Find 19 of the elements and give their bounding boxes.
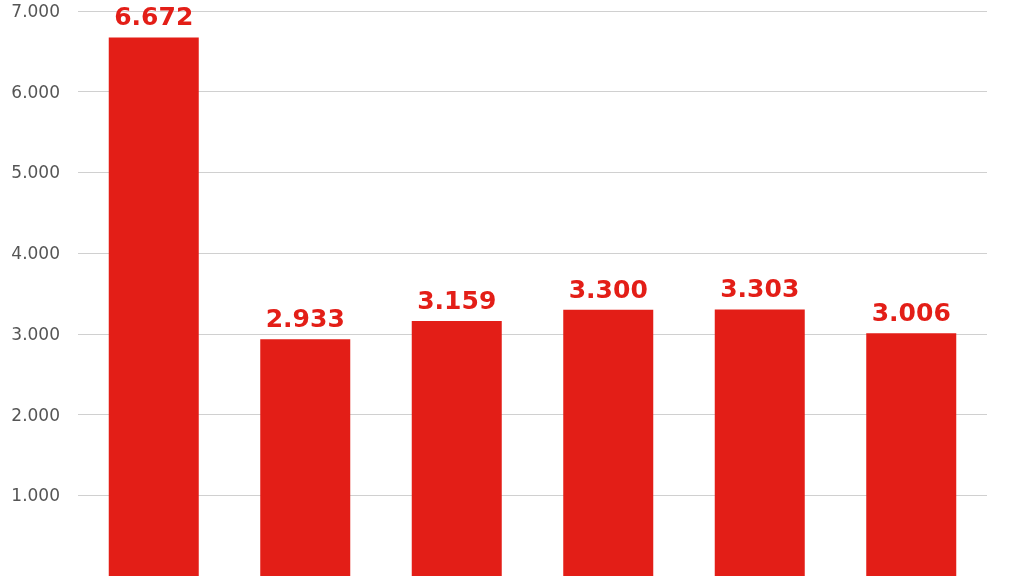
data-label: 3.303 xyxy=(720,274,800,304)
y-tick-label: 4.000 xyxy=(11,243,60,264)
bar xyxy=(563,309,654,576)
y-tick-label: 1.000 xyxy=(11,485,60,506)
bar xyxy=(411,321,502,576)
y-tick-label: 6.000 xyxy=(11,81,60,102)
y-tick-label: 5.000 xyxy=(11,162,60,183)
bar xyxy=(714,309,805,576)
y-tick-label: 2.000 xyxy=(11,404,60,425)
bar xyxy=(866,333,957,576)
y-tick-label: 3.000 xyxy=(11,323,60,344)
data-label: 3.300 xyxy=(568,274,648,304)
data-label: 6.672 xyxy=(114,2,194,32)
y-tick-label: 7.000 xyxy=(11,1,60,21)
data-label: 2.933 xyxy=(265,304,345,334)
bar xyxy=(108,37,199,576)
bar xyxy=(260,339,351,576)
data-label: 3.006 xyxy=(871,298,951,328)
data-label: 3.159 xyxy=(417,286,497,316)
